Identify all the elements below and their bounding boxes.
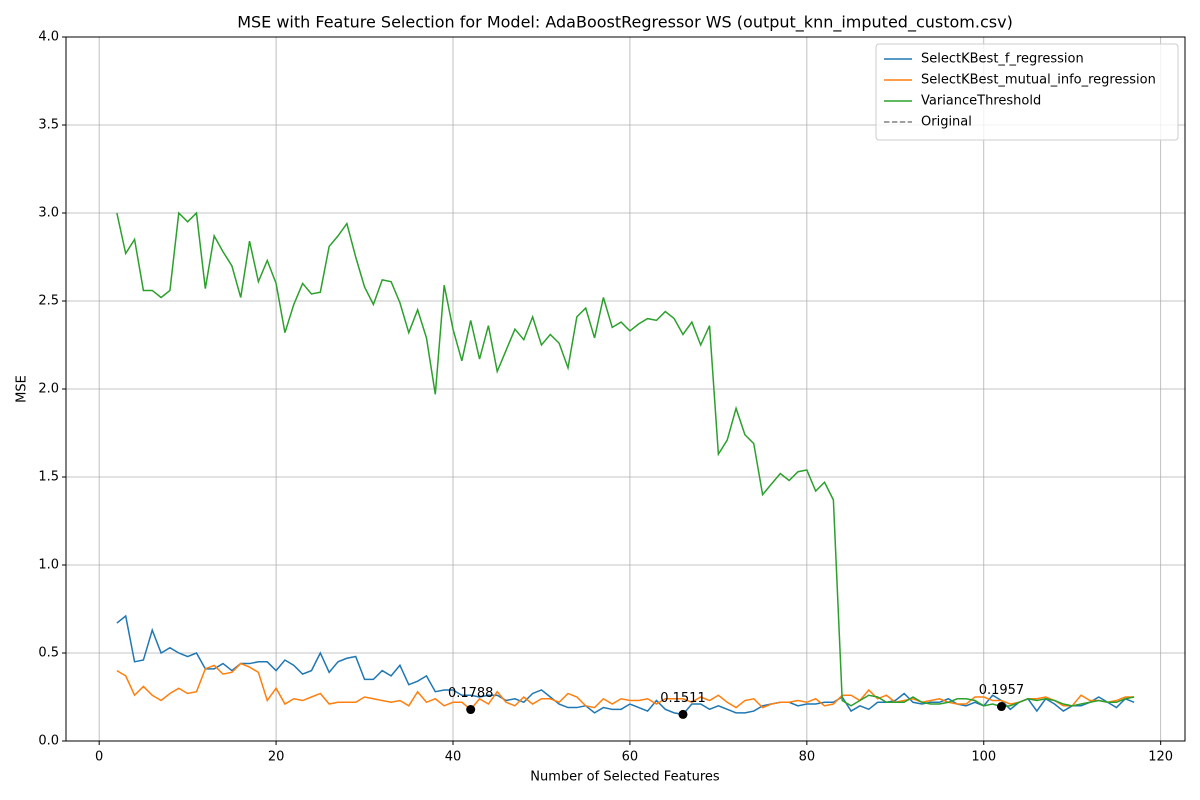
legend-label: SelectKBest_mutual_info_regression — [921, 73, 1156, 88]
plot-frame — [65, 36, 1186, 742]
legend-box — [875, 43, 1179, 141]
x-tick-label: 0 — [95, 750, 103, 765]
x-tick-label: 120 — [1148, 750, 1173, 765]
legend: SelectKBest_f_regression SelectKBest_mutu… — [875, 43, 1179, 141]
annotation-point — [678, 709, 688, 719]
chart-title: MSE with Feature Selection for Model: Ad… — [237, 13, 1013, 33]
y-tick-label: 1.5 — [38, 470, 59, 485]
x-tick-label: 100 — [971, 750, 996, 765]
y-tick-label: 3.5 — [38, 118, 59, 133]
x-tick-label: 60 — [622, 750, 639, 765]
annotation-point — [466, 705, 476, 715]
x-tick-label: 40 — [445, 750, 462, 765]
annotation-label: 0.1511 — [660, 691, 706, 706]
series-line — [116, 614, 1135, 716]
series-line — [116, 211, 1135, 708]
y-tick-label: 3.0 — [38, 206, 59, 221]
x-tick-label: 20 — [268, 750, 285, 765]
y-tick-label: 2.5 — [38, 294, 59, 309]
series-line — [116, 662, 1135, 711]
y-tick-label: 0.0 — [38, 734, 59, 749]
annotation-label: 0.1788 — [448, 686, 494, 701]
y-tick-label: 1.0 — [38, 558, 59, 573]
y-axis-label: MSE — [15, 375, 30, 403]
y-tick-label: 4.0 — [38, 30, 59, 45]
annotation-label: 0.1957 — [979, 683, 1025, 698]
legend-label: SelectKBest_f_regression — [921, 52, 1084, 67]
annotation-point — [996, 702, 1006, 712]
y-tick-label: 0.5 — [38, 646, 59, 661]
x-tick-label: 80 — [799, 750, 816, 765]
legend-label: VarianceThreshold — [921, 94, 1041, 109]
legend-label: Original — [921, 115, 972, 130]
y-tick-label: 2.0 — [38, 382, 59, 397]
x-axis-label: Number of Selected Features — [530, 770, 720, 785]
